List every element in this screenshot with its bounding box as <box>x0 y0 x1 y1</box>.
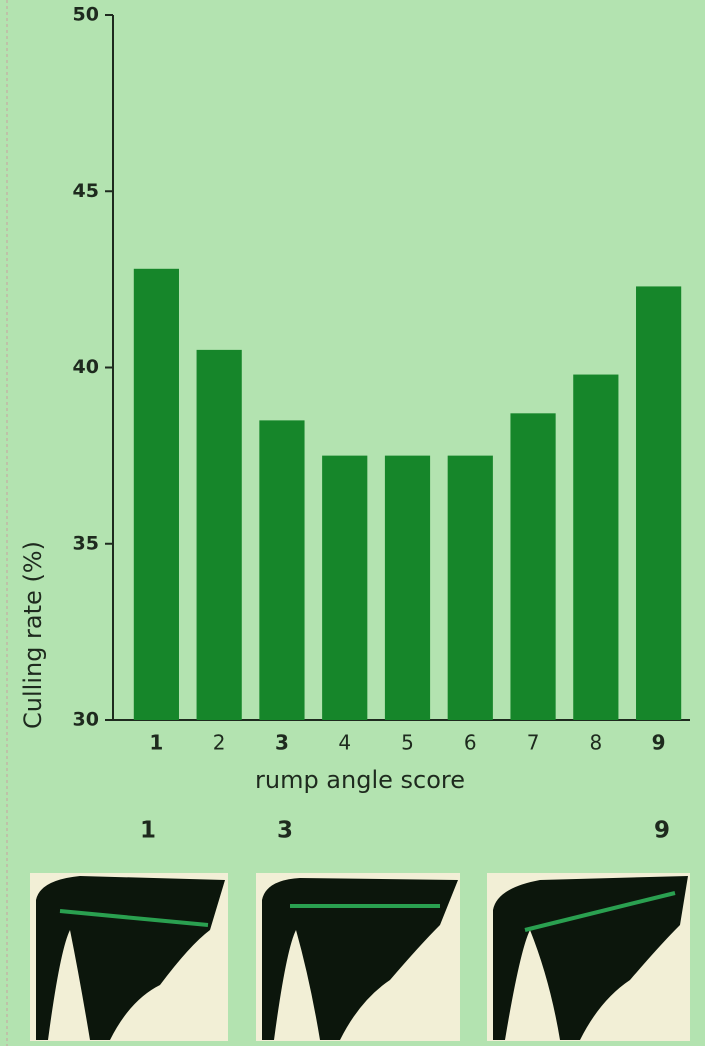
bar <box>636 286 682 720</box>
illustrations <box>30 873 690 1041</box>
x-tick-label: 9 <box>652 731 666 755</box>
x-tick-label: 6 <box>464 731 477 755</box>
bar <box>259 420 305 720</box>
y-tick-label: 50 <box>73 4 99 26</box>
y-tick-label: 35 <box>73 532 99 554</box>
y-tick-label: 40 <box>73 356 99 378</box>
illustration-label: 1 <box>140 818 156 844</box>
bar <box>447 455 493 720</box>
x-tick-label: 8 <box>589 731 602 755</box>
bar <box>133 268 179 720</box>
rump-illustration <box>30 873 228 1041</box>
bar <box>322 455 368 720</box>
x-tick-label: 3 <box>275 731 289 755</box>
bar <box>510 413 556 720</box>
x-axis-title: rump angle score <box>255 766 465 794</box>
illustration-label: 3 <box>277 818 293 844</box>
x-tick-label: 1 <box>149 731 163 755</box>
bar <box>384 455 431 720</box>
x-tick-label: 5 <box>401 731 414 755</box>
illustration-label: 9 <box>654 818 670 844</box>
x-tick-label: 4 <box>338 731 351 755</box>
y-tick-label: 30 <box>73 709 99 731</box>
rump-illustration <box>487 873 690 1041</box>
y-tick-label: 45 <box>73 180 99 202</box>
bar <box>196 349 242 720</box>
bar <box>573 374 619 720</box>
rump-illustration <box>256 873 460 1041</box>
y-axis-title: Culling rate (%) <box>19 541 47 729</box>
x-tick-label: 7 <box>527 731 540 755</box>
x-tick-label: 2 <box>213 731 226 755</box>
